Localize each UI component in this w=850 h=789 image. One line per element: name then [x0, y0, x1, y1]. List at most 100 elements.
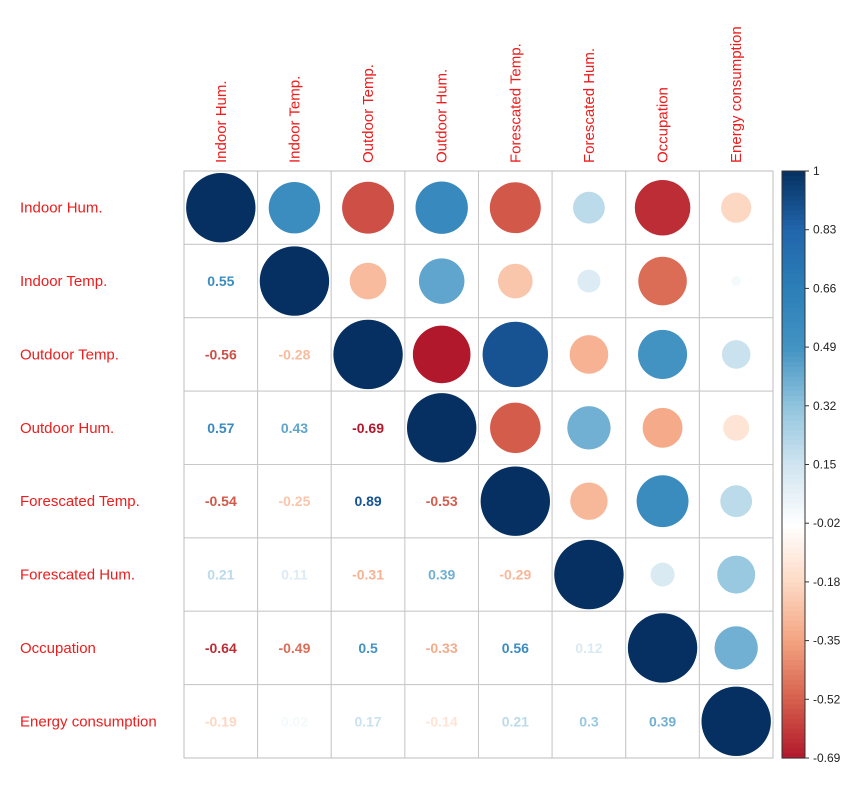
colorbar-segment — [782, 303, 805, 309]
colorbar-segment — [782, 430, 805, 436]
colorbar-segment — [782, 337, 805, 343]
circle-outdoor-hum-forescated-temp — [490, 402, 541, 454]
cell-forescated-hum-outdoor-temp — [330, 537, 406, 612]
value-label-forescated-hum-indoor-hum: 0.21 — [207, 567, 234, 583]
colorbar-segment — [782, 528, 805, 534]
colorbar-segment — [782, 625, 805, 632]
row-label-indoor-hum: Indoor Hum. — [20, 200, 103, 217]
cell-outdoor-temp-indoor-temp — [257, 317, 332, 392]
colorbar-segment — [782, 709, 805, 715]
colorbar-segment — [782, 704, 805, 710]
colorbar-segment — [782, 572, 805, 578]
colorbar-segment — [782, 244, 805, 250]
colorbar-segment — [782, 748, 805, 754]
colorbar-tick-label: -0.02 — [813, 516, 841, 530]
value-label-occupation-indoor-temp: -0.49 — [278, 640, 310, 656]
matrix-border — [183, 170, 774, 759]
colorbar-segment — [782, 200, 805, 206]
colorbar-segment — [782, 611, 805, 617]
value-label-energy-consumption-indoor-hum: -0.19 — [205, 713, 237, 729]
cell-outdoor-hum-indoor-hum — [183, 390, 259, 465]
colorbar-segment — [782, 679, 805, 686]
colorbar-segment — [782, 518, 805, 524]
colorbar-tick-label: 0.32 — [813, 399, 837, 413]
colorbar-segment — [782, 400, 805, 407]
value-label-energy-consumption-occupation: 0.39 — [649, 713, 676, 729]
colorbar-tick-label: 0.66 — [813, 281, 837, 295]
colorbar-segment — [782, 342, 805, 348]
value-label-outdoor-temp-indoor-temp: -0.28 — [278, 346, 310, 362]
cell-forescated-temp-outdoor-hum — [404, 464, 479, 539]
circle-indoor-temp-outdoor-temp — [349, 262, 387, 300]
colorbar-segment — [782, 356, 805, 363]
circle-occupation-energy-consumption — [714, 626, 758, 670]
row-label-outdoor-hum: Outdoor Hum. — [20, 420, 114, 437]
colorbar-segment — [782, 425, 805, 431]
colorbar-segment — [782, 484, 805, 490]
colorbar-segment — [782, 298, 805, 304]
colorbar-segment — [782, 229, 805, 236]
value-label-outdoor-hum-outdoor-temp: -0.69 — [352, 420, 384, 436]
circle-outdoor-hum-outdoor-hum — [406, 393, 477, 463]
circle-indoor-temp-forescated-temp — [497, 263, 533, 299]
colorbar-segment — [782, 674, 805, 681]
colorbar-tick-label: -0.35 — [813, 634, 841, 648]
colorbar-segment — [782, 606, 805, 612]
colorbar-segment — [782, 547, 805, 554]
colorbar-tick-label: 0.15 — [813, 458, 837, 472]
colorbar-segment — [782, 180, 805, 187]
cell-occupation-outdoor-temp — [330, 610, 406, 686]
row-label-outdoor-temp: Outdoor Temp. — [20, 346, 119, 363]
colorbar-segment — [782, 586, 805, 593]
circle-outdoor-temp-outdoor-hum — [412, 325, 471, 384]
colorbar-segment — [782, 205, 805, 211]
column-label-indoor-temp: Indoor Temp. — [286, 76, 303, 163]
colorbar-segment — [782, 312, 805, 319]
colorbar-segment — [782, 171, 805, 177]
circle-occupation-occupation — [627, 613, 698, 683]
colorbar-segment — [782, 733, 805, 740]
colorbar-segment — [782, 532, 805, 539]
circle-indoor-temp-indoor-temp — [259, 246, 330, 316]
colorbar-segment — [782, 386, 805, 392]
colorbar-tick-label: 0.83 — [813, 223, 837, 237]
circle-indoor-hum-forescated-hum — [573, 191, 605, 224]
circle-indoor-hum-forescated-temp — [489, 182, 541, 234]
colorbar-segment — [782, 381, 805, 387]
value-label-occupation-outdoor-hum: -0.33 — [426, 640, 458, 656]
circle-outdoor-temp-outdoor-temp — [333, 319, 403, 390]
colorbar-segment — [782, 185, 805, 192]
colorbar-segment — [782, 503, 805, 510]
value-label-outdoor-hum-indoor-hum: 0.57 — [207, 420, 234, 436]
colorbar-segment — [782, 415, 805, 422]
circle-indoor-hum-indoor-temp — [268, 181, 321, 234]
row-label-forescated-hum: Forescated Hum. — [20, 567, 135, 584]
colorbar-segment — [782, 449, 805, 456]
colorbar-segment — [782, 552, 805, 559]
cell-indoor-hum-energy-consumption — [698, 170, 774, 245]
column-label-indoor-hum: Indoor Hum. — [213, 80, 230, 163]
colorbar-segment — [782, 684, 805, 691]
circle-indoor-temp-outdoor-hum — [418, 258, 465, 304]
circle-energy-consumption-energy-consumption — [701, 686, 771, 757]
column-labels: Indoor Hum. Indoor Temp. Outdoor Temp. Outd… — [213, 26, 745, 163]
cell-energy-consumption-forescated-temp — [478, 684, 553, 759]
row-label-forescated-temp: Forescated Temp. — [20, 493, 140, 510]
circle-outdoor-hum-energy-consumption — [723, 414, 750, 441]
colorbar-segment — [782, 444, 805, 451]
value-label-occupation-outdoor-temp: 0.5 — [358, 640, 378, 656]
colorbar-segment — [782, 396, 805, 402]
circle-outdoor-temp-forescated-temp — [482, 321, 549, 388]
colorbar-segment — [782, 259, 805, 265]
circle-indoor-hum-occupation — [634, 179, 691, 236]
row-label-indoor-temp: Indoor Temp. — [20, 273, 107, 290]
colorbar-segment — [782, 268, 805, 275]
colorbar-segment — [782, 464, 805, 470]
colorbar-segment — [782, 513, 805, 519]
colorbar-segment — [782, 689, 805, 696]
colorbar-segment — [782, 454, 805, 461]
cell-occupation-indoor-hum — [183, 610, 259, 686]
circle-outdoor-temp-occupation — [638, 329, 688, 379]
circle-forescated-hum-occupation — [650, 562, 675, 587]
